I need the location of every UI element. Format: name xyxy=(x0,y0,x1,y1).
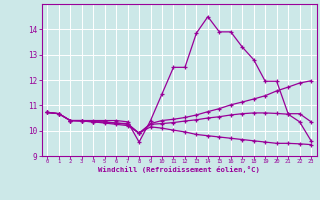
X-axis label: Windchill (Refroidissement éolien,°C): Windchill (Refroidissement éolien,°C) xyxy=(98,166,260,173)
